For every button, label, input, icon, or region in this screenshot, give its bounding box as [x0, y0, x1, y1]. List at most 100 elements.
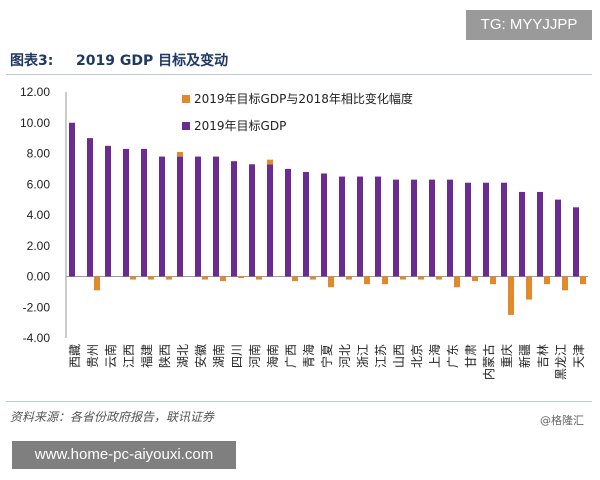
bar-marks: [69, 122, 586, 315]
x-category-label: 四川: [230, 344, 244, 368]
bar-target-5: [159, 156, 165, 277]
bar-target-4: [141, 148, 147, 277]
x-category-label: 青海: [301, 344, 316, 368]
bar-change-12: [292, 276, 298, 282]
x-category-label: 黑龙江: [554, 344, 568, 380]
x-category-label: 上海: [427, 344, 442, 368]
bar-change-9: [238, 276, 244, 279]
figure-title-text: 2019 GDP 目标及变动: [76, 53, 229, 69]
bar-target-13: [303, 171, 309, 277]
legend-label-target: 2019年目标GDP: [194, 119, 286, 133]
bar-target-28: [573, 207, 579, 277]
bar-change-4: [148, 276, 154, 280]
y-axis-ticks: 12.00 10.00 8.00 6.00 4.00 2.00 0.00 -2.00 -4.00: [20, 85, 50, 345]
bar-target-22: [465, 182, 471, 277]
y-tick-label: 4.00: [27, 208, 51, 222]
bar-change-3: [130, 276, 136, 280]
x-category-label: 河南: [247, 344, 262, 368]
bar-change-13: [310, 276, 316, 280]
x-category-label: 宁夏: [319, 344, 334, 368]
x-category-label: 内蒙古: [481, 344, 496, 380]
bar-target-8: [213, 156, 219, 277]
x-category-label: 新疆: [517, 344, 532, 368]
x-category-label: 江西: [122, 344, 136, 368]
bar-change-19: [418, 276, 424, 280]
watermark-bottom: www.home-pc-aiyouxi.com: [12, 441, 236, 469]
bar-change-20: [436, 276, 442, 280]
x-category-label: 云南: [103, 344, 118, 368]
bar-change-7: [202, 276, 208, 280]
y-tick-label: 0.00: [27, 270, 51, 284]
bar-target-17: [375, 176, 381, 277]
source-note: 资料来源：各省份政府报告，联讯证券: [10, 410, 215, 424]
bar-target-16: [357, 176, 363, 277]
legend-swatch-change: [182, 95, 190, 103]
bar-target-21: [447, 179, 453, 277]
x-category-label: 江苏: [374, 344, 388, 368]
bar-change-16: [364, 276, 370, 285]
x-category-label: 湖北: [175, 344, 190, 368]
footer-divider: [6, 401, 592, 402]
bar-target-25: [519, 191, 525, 277]
watermark-top: TG: MYYJJPP: [466, 10, 592, 40]
bar-target-20: [429, 179, 435, 277]
x-category-label: 山西: [392, 344, 406, 368]
gdp-bar-chart: 12.00 10.00 8.00 6.00 4.00 2.00 0.00 -2.00 -4.00…: [20, 85, 588, 380]
figure-label: 图表3:: [10, 53, 54, 69]
x-category-label: 湖南: [211, 344, 226, 368]
brand-logo: @格隆汇: [540, 414, 584, 427]
bar-target-11: [267, 164, 273, 277]
bar-target-2: [105, 145, 111, 277]
bar-change-8: [220, 276, 226, 282]
x-category-label: 天津: [572, 344, 586, 368]
x-category-label: 福建: [139, 344, 154, 368]
y-tick-label: -2.00: [23, 300, 51, 314]
x-category-label: 广东: [446, 344, 460, 368]
bar-target-23: [483, 182, 489, 277]
y-tick-label: 6.00: [27, 177, 51, 191]
y-tick-label: -4.00: [23, 331, 51, 345]
x-category-label: 西藏: [68, 344, 82, 368]
x-category-label: 甘肃: [464, 344, 478, 368]
x-category-label: 海南: [265, 344, 280, 368]
bar-target-15: [339, 176, 345, 277]
bar-target-24: [501, 182, 507, 277]
bar-change-22: [472, 276, 478, 282]
x-category-label: 广西: [284, 344, 298, 368]
x-category-label: 河北: [338, 344, 352, 368]
y-tick-label: 2.00: [27, 239, 51, 253]
bar-change-15: [346, 276, 352, 280]
bar-target-14: [321, 173, 327, 277]
bar-target-6: [177, 156, 183, 277]
bar-change-25: [526, 276, 532, 300]
legend-swatch-target: [182, 122, 190, 130]
legend-label-change: 2019年目标GDP与2018年相比变化幅度: [194, 91, 413, 106]
y-tick-label: 12.00: [20, 85, 50, 99]
bar-target-18: [393, 179, 399, 277]
bar-change-26: [544, 276, 550, 285]
x-category-label: 重庆: [500, 344, 514, 368]
x-category-label: 浙江: [356, 344, 370, 368]
y-tick-label: 10.00: [20, 116, 50, 130]
bar-target-7: [195, 156, 201, 277]
bar-change-21: [454, 276, 460, 288]
bar-change-27: [562, 276, 568, 291]
x-category-label: 贵州: [86, 344, 100, 368]
bar-target-3: [123, 148, 129, 277]
bar-change-18: [400, 276, 406, 280]
bar-change-5: [166, 276, 172, 280]
bar-change-24: [508, 276, 514, 315]
y-tick-label: 8.00: [27, 147, 51, 161]
x-axis-labels: 西藏 贵州 云南 江西 福建 陕西 湖北 安徽 湖南 四川 河南 海南 广西 青海 宁夏 河北 浙江 江苏 山西 北京…: [68, 344, 586, 380]
bar-change-6: [177, 151, 183, 157]
x-category-label: 吉林: [536, 344, 550, 368]
bar-change-28: [580, 276, 586, 285]
chart-title: 图表3: 2019 GDP 目标及变动: [10, 50, 228, 70]
bar-target-27: [555, 199, 561, 277]
bar-target-26: [537, 191, 543, 277]
x-category-label: 北京: [410, 344, 424, 368]
bar-target-9: [231, 161, 237, 277]
bar-target-0: [69, 122, 75, 277]
bar-change-14: [328, 276, 334, 288]
x-category-label: 陕西: [157, 344, 172, 368]
